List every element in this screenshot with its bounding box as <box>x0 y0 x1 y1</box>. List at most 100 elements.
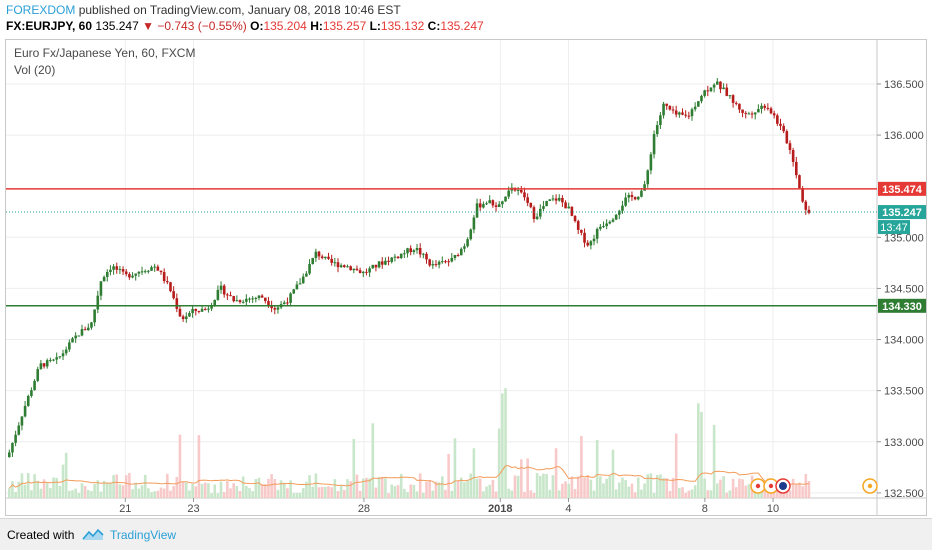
volume-bar <box>437 482 441 498</box>
price-tick-label: 135.000 <box>884 232 924 244</box>
volume-bar <box>229 488 232 498</box>
volume-bar <box>466 480 469 498</box>
volume-bar <box>510 490 514 498</box>
volume-bar <box>532 492 536 498</box>
volume-bar <box>447 454 450 498</box>
volume-bar <box>162 488 166 498</box>
volume-bar <box>589 479 593 498</box>
volume-bar <box>469 473 473 498</box>
volume-bar <box>311 486 315 498</box>
candle <box>535 216 539 219</box>
candle <box>488 200 492 204</box>
candle <box>156 266 160 271</box>
volume-bar <box>33 474 36 498</box>
volume-bar <box>64 452 68 498</box>
volume-bar <box>159 487 163 498</box>
volume-bar <box>482 491 485 498</box>
time-axis: 21 23 28 2018 4 8 10 <box>119 498 779 515</box>
candle <box>415 248 419 251</box>
volume-bar <box>640 489 643 498</box>
volume-bar <box>668 490 672 498</box>
candle <box>605 223 608 227</box>
candle <box>469 229 473 240</box>
volume-bar <box>23 484 27 498</box>
volume-bar <box>134 482 138 498</box>
symbol-label[interactable]: FX:EURJPY, 60 <box>6 19 93 33</box>
resistance-price-label: 135.474 <box>882 184 923 196</box>
candle <box>494 205 498 207</box>
volume-bar <box>693 485 697 498</box>
volume-bar <box>17 481 21 498</box>
candle <box>573 215 577 222</box>
volume-bar <box>115 474 119 498</box>
volume-bar <box>722 476 725 498</box>
volume-bar <box>788 490 792 498</box>
candle <box>301 276 305 284</box>
volume-bar <box>365 477 368 498</box>
volume-bar <box>494 491 498 498</box>
volume-bar <box>330 487 333 498</box>
volume-bar <box>260 484 264 498</box>
author-link[interactable]: FOREXDOM <box>6 3 76 17</box>
countdown-tag <box>878 220 910 235</box>
volume-bar <box>178 434 182 498</box>
volume-bar <box>87 489 90 498</box>
candle <box>71 338 74 343</box>
candle <box>112 266 115 270</box>
candle <box>203 308 207 310</box>
candle <box>690 109 694 117</box>
volume-bar <box>734 487 738 498</box>
candle <box>747 113 751 115</box>
candle <box>463 246 466 249</box>
volume-bar <box>592 490 596 498</box>
candle <box>90 322 93 328</box>
candle <box>557 197 561 201</box>
volume-bar <box>352 439 356 498</box>
candle <box>564 202 567 209</box>
volume-bar <box>700 411 703 498</box>
volume-bar <box>526 458 529 498</box>
candle <box>374 264 378 268</box>
candle <box>361 271 365 274</box>
candle <box>93 309 96 323</box>
volume-bar <box>298 492 302 498</box>
candle <box>627 195 631 198</box>
volume-bar <box>305 481 308 498</box>
volume-bar <box>112 475 115 498</box>
candle <box>365 271 368 273</box>
volume-bar <box>55 477 58 498</box>
volume-bar <box>222 492 226 498</box>
volume-bar <box>131 489 134 498</box>
chart-frame <box>5 39 927 516</box>
tradingview-logo-icon[interactable] <box>82 528 104 547</box>
price-chart[interactable]: 135.474 134.330 135.247 13:47 136.500 136.00… <box>0 0 932 518</box>
volume-bar <box>289 480 292 498</box>
candle <box>649 154 653 171</box>
candle <box>172 291 175 299</box>
candle <box>589 241 593 246</box>
candle <box>504 196 507 202</box>
candle <box>643 184 646 191</box>
volume-bar <box>245 486 248 498</box>
candle <box>333 262 337 264</box>
candle <box>327 256 330 259</box>
volume-bar <box>646 474 650 498</box>
volume-bar <box>393 486 397 498</box>
volume-bar <box>7 488 11 498</box>
volume-bar <box>551 475 555 498</box>
volume-bar <box>671 477 675 498</box>
tradingview-brand[interactable]: TradingView <box>110 528 177 542</box>
candle <box>523 192 526 198</box>
candle <box>561 197 564 203</box>
candle <box>377 261 381 268</box>
high-label: H: <box>310 19 323 33</box>
candle <box>782 125 785 132</box>
volume-bar <box>156 490 160 498</box>
close-label: C: <box>427 19 441 33</box>
volume-bar <box>583 477 586 498</box>
candle <box>200 308 204 312</box>
volume-bar <box>336 491 340 498</box>
volume-bar <box>674 433 678 498</box>
candle <box>428 259 431 266</box>
candle <box>52 359 55 361</box>
